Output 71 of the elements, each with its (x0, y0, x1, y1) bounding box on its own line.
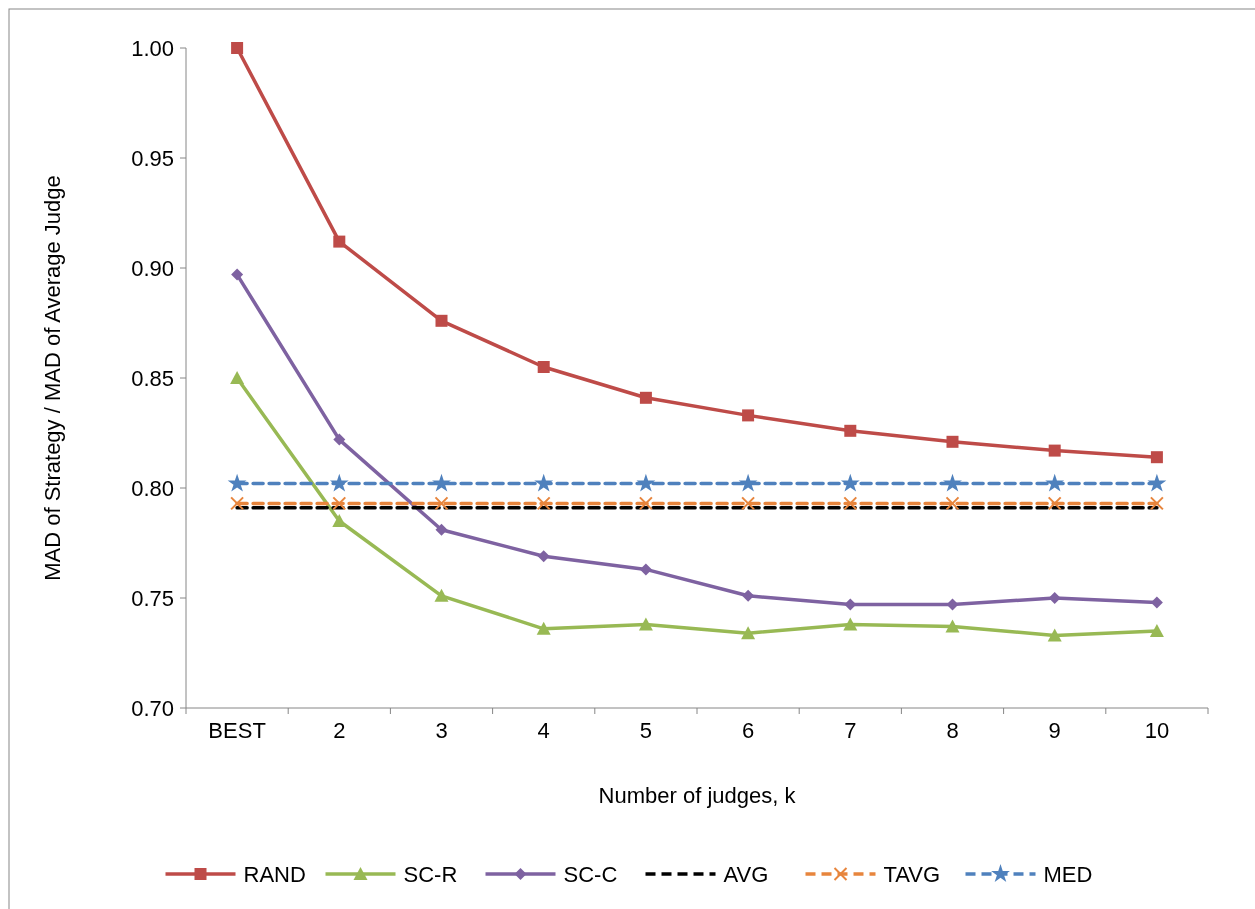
legend-label: MED (1043, 861, 1093, 887)
x-tick-label: 2 (333, 718, 346, 743)
y-tick-label: 0.80 (131, 475, 174, 501)
point (742, 409, 755, 422)
point (843, 617, 858, 631)
x-tick-label: 6 (741, 718, 755, 743)
point (434, 588, 449, 602)
point (742, 589, 755, 602)
point (536, 496, 551, 511)
x-tick-label: BEST (208, 718, 266, 743)
point (333, 235, 346, 248)
point (227, 473, 247, 492)
point (1149, 496, 1164, 511)
point (332, 514, 347, 527)
point (230, 371, 245, 384)
point (435, 314, 448, 327)
point (943, 473, 962, 492)
x-axis-title: Number of judges, k (598, 783, 797, 808)
legend-label: AVG (723, 861, 769, 887)
x-tick-label: 7 (844, 718, 857, 743)
point (843, 496, 858, 511)
point (1149, 624, 1164, 637)
point (1150, 451, 1163, 464)
y-tick-label: 0.90 (131, 255, 174, 281)
point (1048, 444, 1061, 457)
point (333, 433, 346, 446)
point (329, 473, 349, 492)
x-tick-label: 9 (1048, 718, 1061, 743)
point (741, 626, 756, 640)
point (741, 496, 756, 511)
point (231, 268, 244, 281)
legend-label: RAND (243, 861, 306, 887)
point (537, 550, 550, 563)
point (840, 473, 860, 492)
point (434, 496, 449, 511)
point (844, 424, 857, 437)
y-tick-label: 0.85 (131, 365, 174, 391)
point (537, 361, 550, 373)
point (638, 496, 653, 511)
point (946, 435, 959, 448)
x-tick-label: 4 (537, 718, 550, 743)
point (432, 473, 451, 492)
point (1047, 628, 1062, 642)
point (738, 473, 758, 492)
point (638, 617, 653, 631)
legend-label: SC-R (403, 861, 458, 887)
point (230, 496, 245, 511)
x-tick-label: 8 (946, 718, 959, 743)
y-tick-label: 0.95 (131, 145, 174, 171)
point (435, 523, 448, 536)
point (639, 563, 652, 576)
x-tick-label: 10 (1144, 718, 1170, 743)
point (534, 473, 554, 492)
y-tick-label: 1.00 (131, 35, 174, 61)
point (231, 42, 244, 54)
point (1047, 496, 1062, 511)
point (945, 496, 960, 511)
point (536, 621, 551, 635)
x-tick-label: 3 (435, 718, 448, 743)
y-tick-label: 0.70 (131, 695, 174, 721)
y-tick-label: 0.75 (131, 585, 174, 611)
point (636, 473, 656, 492)
point (639, 391, 652, 404)
point (332, 496, 347, 511)
point (1147, 473, 1167, 492)
x-tick-label: 5 (639, 718, 653, 743)
point (945, 619, 960, 633)
point (1045, 473, 1065, 492)
y-axis-title: MAD of Strategy / MAD of Average Judge (40, 175, 65, 581)
legend-label: TAVG (883, 861, 941, 887)
legend-label: SC-C (563, 861, 618, 887)
